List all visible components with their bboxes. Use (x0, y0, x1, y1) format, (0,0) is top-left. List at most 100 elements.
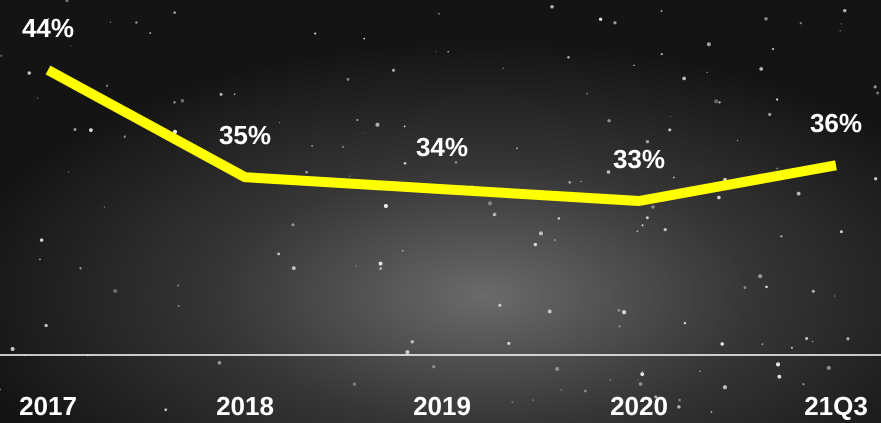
star (615, 162, 619, 166)
star (511, 401, 514, 404)
star (547, 309, 552, 314)
star (113, 289, 118, 293)
star (403, 125, 406, 128)
star (363, 37, 366, 40)
star (375, 122, 380, 127)
star (560, 389, 562, 391)
star (487, 201, 493, 206)
star (776, 167, 779, 170)
star (796, 191, 801, 196)
star (432, 365, 436, 369)
star (305, 170, 308, 174)
star (699, 370, 701, 372)
star (771, 48, 774, 51)
value-label: 33% (613, 144, 665, 174)
star (39, 258, 41, 261)
star (410, 340, 414, 344)
star (683, 321, 687, 325)
star (79, 267, 82, 270)
star (839, 29, 842, 32)
star (356, 118, 359, 122)
star (65, 0, 69, 3)
star (532, 399, 534, 401)
x-tick-label: 2020 (610, 391, 668, 421)
star (492, 212, 497, 217)
data-line (45, 65, 837, 206)
star (567, 55, 570, 59)
star (706, 42, 711, 47)
star (180, 98, 185, 103)
star (736, 139, 739, 142)
star (637, 379, 639, 381)
star (507, 341, 511, 345)
star (123, 135, 126, 138)
star (383, 203, 388, 209)
star (682, 76, 686, 81)
star (391, 68, 396, 72)
star (36, 97, 39, 99)
star (636, 230, 639, 233)
star (363, 132, 365, 134)
star (678, 398, 681, 402)
star (291, 223, 295, 227)
star (598, 17, 603, 21)
star (706, 71, 708, 74)
star (39, 238, 44, 242)
star (401, 250, 404, 252)
star (660, 10, 663, 12)
star (654, 395, 658, 399)
star (355, 265, 357, 267)
x-tick-label: 2017 (19, 391, 77, 421)
star (352, 382, 357, 386)
star (538, 231, 543, 236)
star (873, 85, 877, 89)
star (607, 119, 611, 123)
star (584, 389, 587, 393)
star (177, 304, 180, 307)
star (850, 120, 855, 126)
star (447, 50, 450, 53)
star (173, 101, 176, 104)
star (622, 310, 627, 315)
star (805, 336, 809, 340)
star (645, 140, 650, 144)
star (233, 93, 236, 96)
star (641, 224, 644, 227)
star (833, 295, 836, 297)
star (0, 388, 2, 391)
star (403, 161, 407, 165)
star (278, 122, 281, 124)
star (109, 21, 112, 23)
star (717, 195, 721, 200)
star (498, 303, 502, 307)
x-tick-label: 2018 (216, 391, 274, 421)
star (764, 17, 768, 21)
star (555, 366, 560, 371)
star (758, 274, 763, 279)
star (638, 382, 643, 386)
star (670, 115, 672, 118)
x-tick-label: 21Q3 (804, 391, 868, 421)
x-tick-label: 2019 (413, 391, 471, 421)
star (777, 374, 782, 379)
star (843, 8, 847, 13)
star (314, 32, 317, 35)
star (550, 4, 554, 9)
star (874, 177, 878, 181)
star (70, 45, 72, 47)
star (291, 266, 296, 271)
star (640, 372, 645, 376)
star (217, 360, 222, 365)
star (27, 71, 31, 75)
star (379, 267, 383, 270)
star (811, 340, 814, 343)
star (718, 101, 721, 104)
star (103, 206, 105, 208)
star (802, 383, 805, 386)
star (633, 64, 635, 67)
star (405, 350, 410, 355)
star (722, 385, 727, 390)
star (378, 261, 383, 266)
